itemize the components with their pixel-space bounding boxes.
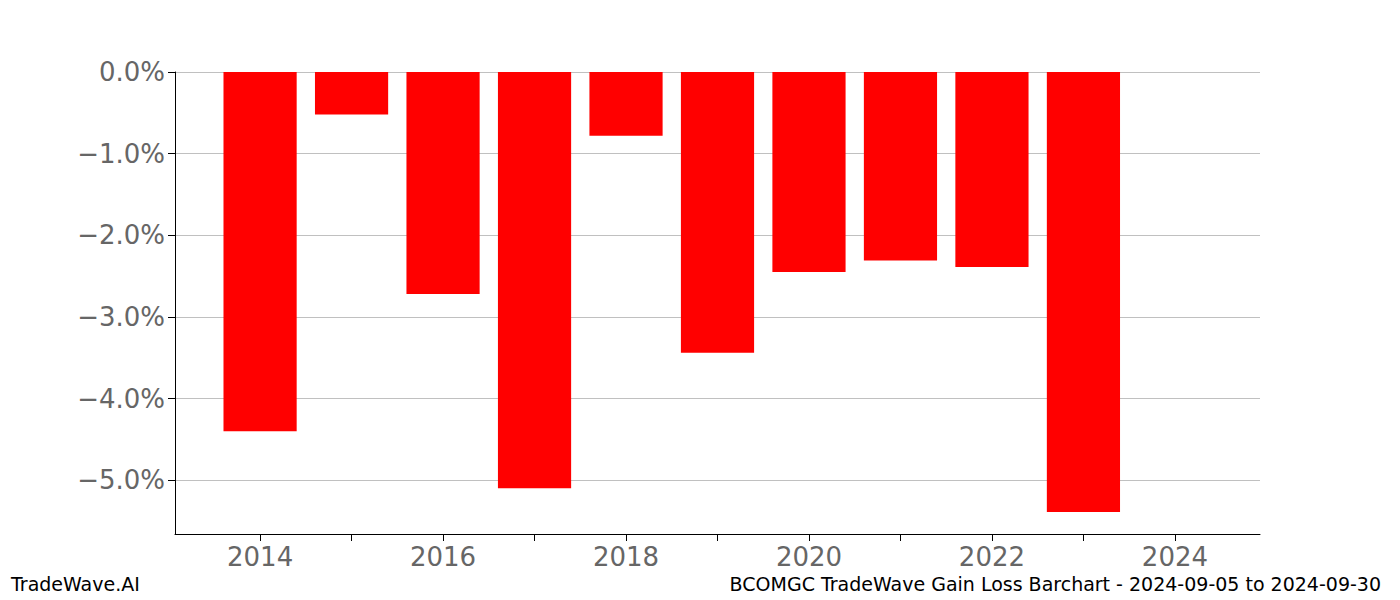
svg-text:BCOMGC TradeWave Gain Loss Bar: BCOMGC TradeWave Gain Loss Barchart - 20… [730,573,1381,595]
svg-text:2020: 2020 [776,542,842,572]
svg-text:−1.0%: −1.0% [77,139,165,169]
svg-text:2014: 2014 [227,542,293,572]
svg-text:2016: 2016 [410,542,476,572]
svg-text:2024: 2024 [1142,542,1208,572]
svg-text:−3.0%: −3.0% [77,302,165,332]
svg-text:0.0%: 0.0% [99,57,165,87]
svg-text:2022: 2022 [959,542,1025,572]
svg-text:TradeWave.AI: TradeWave.AI [10,573,140,595]
svg-text:−5.0%: −5.0% [77,465,165,495]
svg-text:−2.0%: −2.0% [77,220,165,250]
svg-text:−4.0%: −4.0% [77,384,165,414]
svg-text:2018: 2018 [593,542,659,572]
